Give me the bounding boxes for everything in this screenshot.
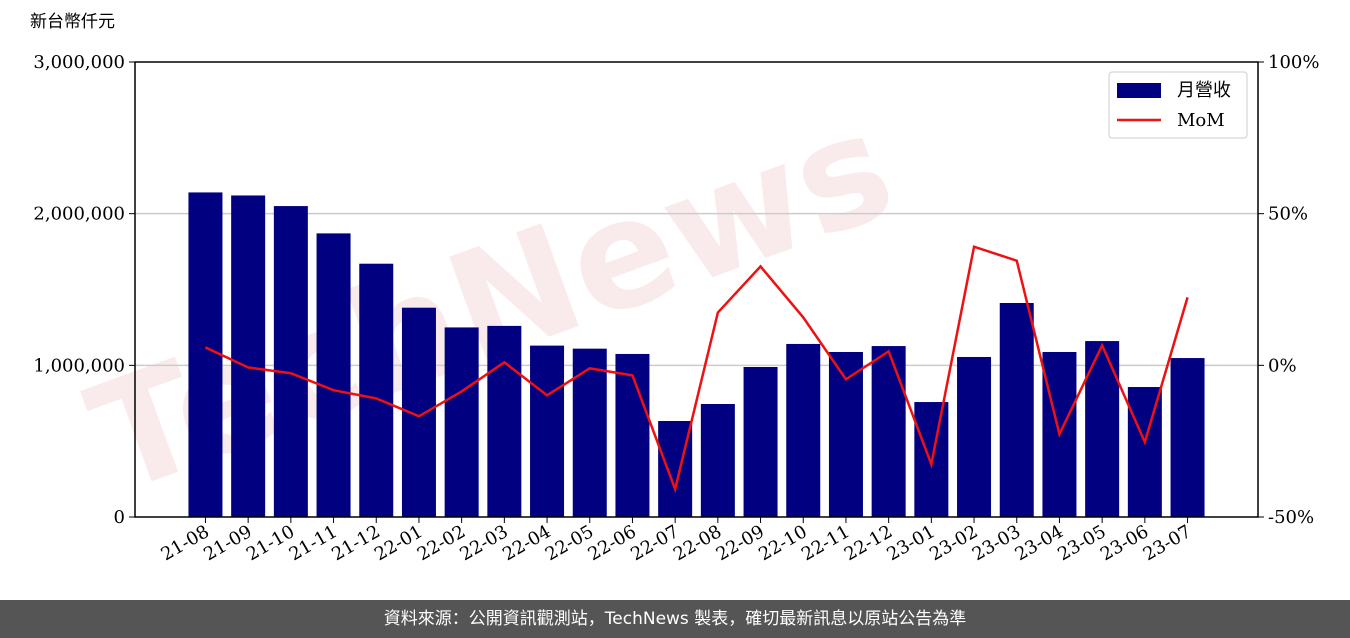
- y-tick-label: 2,000,000: [33, 204, 125, 225]
- y2-tick-label: 0%: [1268, 355, 1297, 376]
- x-tick-label: 22-12: [841, 521, 896, 565]
- unit-label: 新台幣仟元: [30, 12, 115, 32]
- x-tick-label: 22-11: [798, 521, 853, 565]
- y-tick-label: 0: [114, 507, 125, 528]
- x-tick-label: 22-01: [371, 521, 426, 565]
- bar: [615, 353, 650, 517]
- x-tick-label: 22-09: [713, 521, 768, 565]
- legend-swatch: [1117, 83, 1161, 98]
- bar: [572, 348, 607, 517]
- y2-tick-label: -50%: [1268, 507, 1314, 528]
- bar: [231, 195, 266, 517]
- bar: [188, 192, 223, 517]
- x-tick-label: 23-02: [926, 521, 981, 565]
- y-tick-label: 3,000,000: [33, 52, 125, 73]
- line: [204, 245, 1189, 494]
- bar: [999, 302, 1034, 517]
- bar: [743, 367, 778, 517]
- bar: [273, 206, 308, 518]
- x-tick-label: 23-01: [883, 521, 938, 565]
- bar: [957, 356, 992, 517]
- x-tick-label: 23-06: [1097, 521, 1152, 565]
- bar: [530, 345, 565, 517]
- bar: [444, 327, 479, 517]
- x-tick-label: 23-05: [1054, 521, 1109, 565]
- x-tick-label: 23-03: [969, 521, 1024, 565]
- x-tick-label: 21-08: [158, 521, 213, 565]
- x-tick-label: 22-02: [414, 521, 469, 565]
- chart: TechNews 新台幣仟元 01,000,0002,000,0003,000,…: [30, 12, 1319, 565]
- x-tick-label: 22-10: [755, 521, 810, 565]
- bar: [316, 233, 351, 517]
- bar: [1127, 387, 1162, 517]
- x-tick-label: 22-03: [456, 521, 511, 565]
- bar: [786, 343, 821, 517]
- y2-tick-label: 100%: [1268, 52, 1319, 73]
- x-tick-label: 21-10: [243, 521, 298, 565]
- x-tick-label: 21-09: [200, 521, 255, 565]
- bar: [700, 404, 735, 517]
- bar: [359, 263, 394, 517]
- legend-label: 月營收: [1177, 80, 1231, 101]
- x-tick-label: 21-11: [286, 521, 341, 565]
- footer: 資料來源：公開資訊觀測站，TechNews 製表，確切最新訊息以原站公告為準: [0, 600, 1350, 638]
- x-tick-label: 23-07: [1140, 521, 1195, 565]
- x-tick-label: 22-05: [542, 521, 597, 565]
- x-tick-label: 21-12: [328, 521, 383, 565]
- bar: [487, 325, 522, 517]
- bar: [1170, 358, 1205, 517]
- x-tick-label: 22-08: [670, 521, 725, 565]
- bar: [871, 346, 906, 517]
- x-tick-label: 23-04: [1012, 521, 1067, 565]
- plot-frame: [134, 61, 1259, 518]
- x-tick-label: 22-04: [499, 521, 554, 565]
- legend-label: MoM: [1177, 110, 1225, 131]
- y-tick-label: 1,000,000: [33, 355, 125, 376]
- x-tick-label: 22-07: [627, 521, 682, 565]
- y2-tick-label: 50%: [1268, 204, 1308, 225]
- x-tick-label: 22-06: [585, 521, 640, 565]
- bar: [828, 351, 863, 517]
